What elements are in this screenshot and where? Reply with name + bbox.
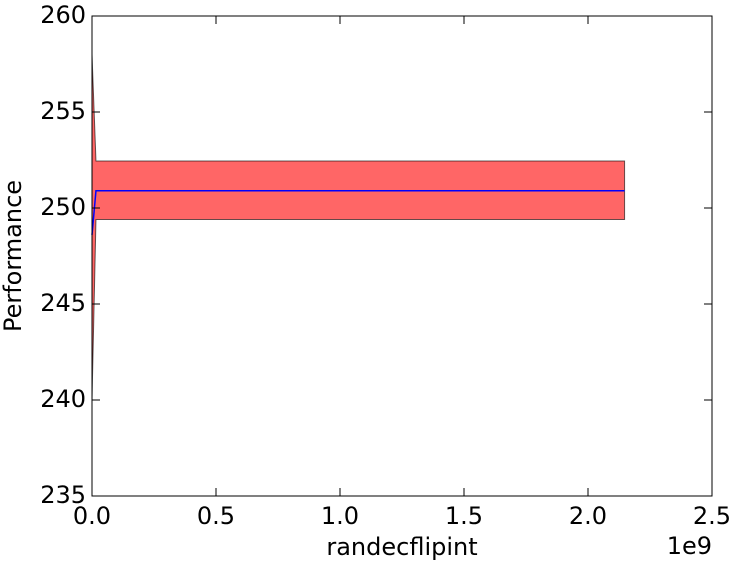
- std-band: [91, 54, 626, 401]
- plot-frame: [91, 15, 713, 497]
- mean-line: [91, 189, 625, 235]
- y-tick-label: 240: [40, 385, 86, 413]
- y-axis-label: Performance: [0, 180, 27, 332]
- x-tick-label: 1.5: [445, 502, 483, 530]
- x-tick-label: 1.0: [321, 502, 359, 530]
- y-tick-label: 260: [40, 1, 86, 29]
- x-tick-label: 0.0: [73, 502, 111, 530]
- x-tick-label: 2.0: [569, 502, 607, 530]
- y-tick-label: 245: [40, 289, 86, 317]
- y-tick-label: 255: [40, 97, 86, 125]
- x-tick-label: 0.5: [197, 502, 235, 530]
- y-tick-label: 235: [40, 481, 86, 509]
- x-offset-label: 1e9: [667, 532, 712, 560]
- x-tick-label: 2.5: [693, 502, 731, 530]
- x-axis-label: randecflipint: [326, 533, 477, 561]
- y-tick-label: 250: [40, 193, 86, 221]
